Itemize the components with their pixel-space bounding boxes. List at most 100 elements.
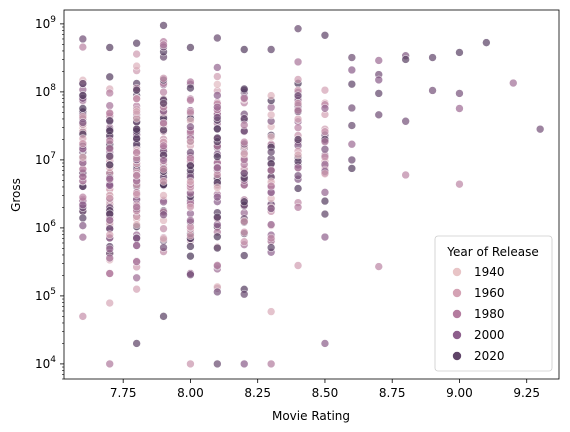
data-point [266, 307, 276, 316]
data-point [186, 43, 195, 52]
data-point [186, 83, 195, 93]
data-point [320, 137, 330, 147]
x-axis-label: Movie Rating [272, 409, 350, 423]
data-point [132, 171, 141, 180]
data-point [455, 48, 464, 57]
data-point [320, 152, 330, 162]
data-point [213, 163, 222, 173]
data-point [132, 94, 141, 103]
data-point [78, 172, 88, 182]
data-point [78, 232, 88, 242]
data-point [159, 87, 168, 97]
data-point [293, 203, 303, 212]
data-point [105, 88, 115, 98]
data-point [320, 232, 330, 242]
legend-marker [452, 351, 462, 361]
data-point [132, 124, 141, 134]
x-tick-label: 8.25 [244, 386, 271, 400]
y-tick-label: 105 [35, 287, 56, 303]
data-point [239, 197, 249, 207]
x-tick-label: 9.25 [513, 386, 540, 400]
data-point [401, 55, 410, 64]
data-point [239, 237, 249, 247]
data-point [105, 72, 115, 82]
y-axis-label: Gross [9, 178, 23, 212]
data-point [347, 65, 357, 75]
data-point [293, 163, 303, 173]
data-point [159, 74, 168, 83]
data-point [159, 234, 168, 244]
data-point [132, 49, 141, 59]
data-point [213, 192, 222, 202]
data-point [159, 243, 168, 252]
data-point [186, 359, 195, 369]
data-point [105, 160, 115, 170]
data-point [186, 95, 195, 105]
data-point [455, 179, 464, 189]
data-point [105, 101, 115, 110]
data-point [78, 312, 88, 321]
data-point [239, 45, 249, 54]
data-point [266, 91, 276, 100]
axes: 7.75 8.00 8.25 8.50 8.75 9.00 9.25 10410510610… [9, 9, 560, 423]
data-point [374, 262, 384, 271]
data-point [347, 155, 357, 165]
data-point [293, 57, 303, 67]
data-point [186, 231, 195, 240]
data-point [186, 202, 195, 212]
data-point [105, 174, 115, 184]
x-tick-label: 8.00 [177, 386, 204, 400]
legend-box [434, 235, 553, 372]
data-point [320, 339, 330, 348]
data-point [347, 139, 357, 149]
data-point [105, 136, 115, 146]
data-point [159, 177, 168, 186]
data-point [213, 243, 222, 253]
data-point [239, 94, 249, 103]
data-point [132, 107, 141, 117]
data-point [428, 53, 437, 62]
data-point [320, 209, 330, 219]
data-point [159, 224, 168, 233]
data-point [132, 241, 141, 250]
legend-label: 1940 [474, 265, 505, 279]
data-point [374, 89, 384, 98]
legend-label: 2000 [474, 328, 505, 342]
data-point [266, 132, 276, 142]
data-point [320, 104, 330, 113]
data-point [401, 170, 410, 180]
data-point [186, 107, 195, 117]
data-point [132, 257, 141, 266]
data-point [186, 122, 195, 132]
plot-frame [63, 9, 560, 380]
legend-label: 1960 [474, 286, 505, 300]
data-point [213, 80, 222, 89]
data-point [105, 230, 115, 239]
data-point [266, 204, 276, 213]
data-point [159, 210, 168, 220]
legend-marker [452, 309, 462, 319]
y-tick-label: 109 [35, 15, 56, 31]
data-point [320, 188, 330, 197]
legend-label: 1980 [474, 307, 505, 321]
data-point [159, 21, 168, 30]
data-point [266, 243, 276, 252]
data-point [293, 171, 303, 180]
data-point [239, 120, 249, 130]
y-tick-label: 106 [35, 219, 56, 235]
data-point [320, 85, 330, 95]
data-point [105, 193, 115, 203]
data-point [105, 269, 115, 278]
data-point [239, 227, 249, 237]
data-point [78, 79, 88, 88]
legend-entries: 1940 1960 1980 2000 2020 [452, 265, 505, 363]
data-point [186, 137, 195, 147]
data-point [293, 105, 303, 115]
data-point [186, 242, 195, 251]
legend-title: Year of Release [446, 245, 539, 259]
data-point [186, 251, 195, 261]
data-point [428, 86, 437, 95]
data-point [78, 213, 88, 223]
data-point [105, 244, 115, 254]
data-point [132, 85, 141, 95]
